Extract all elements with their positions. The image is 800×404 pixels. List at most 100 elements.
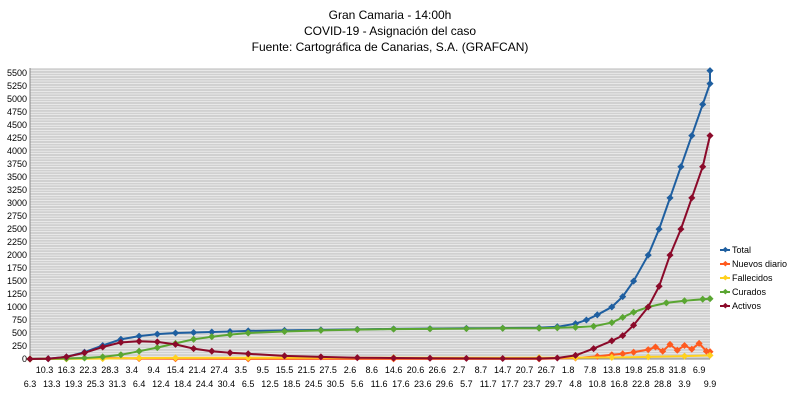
- x-tick-label: 10.8: [589, 379, 607, 389]
- x-tick-label: 22.3: [79, 365, 97, 375]
- data-point: [153, 330, 161, 338]
- x-tick-label: 29.6: [436, 379, 454, 389]
- data-point: [619, 293, 627, 301]
- y-tick-label: 3250: [7, 185, 27, 195]
- data-point: [499, 324, 507, 332]
- y-tick-label: 2750: [7, 211, 27, 221]
- data-point: [666, 340, 674, 348]
- data-point: [680, 297, 689, 305]
- y-tick-label: 0: [22, 354, 27, 364]
- data-point: [593, 311, 601, 319]
- data-point: [699, 295, 707, 303]
- data-point: [706, 67, 714, 75]
- x-tick-label: 23.6: [414, 379, 432, 389]
- x-tick-label: 15.5: [276, 365, 294, 375]
- data-point: [644, 251, 652, 259]
- data-point: [608, 337, 616, 345]
- x-tick-label: 11.7: [480, 379, 497, 389]
- x-tick-label: 14.6: [385, 365, 403, 375]
- data-point: [688, 345, 696, 353]
- data-point: [135, 337, 143, 345]
- data-point: [135, 332, 143, 340]
- y-tick-label: 5000: [7, 94, 27, 104]
- y-tick-label: 750: [12, 315, 27, 325]
- data-point: [244, 329, 252, 337]
- x-tick-label: 31.3: [109, 379, 127, 389]
- x-tick-label: 28.8: [654, 379, 672, 389]
- x-tick-label: 28.3: [101, 365, 119, 375]
- data-point: [226, 331, 234, 339]
- data-point: [208, 347, 216, 355]
- x-tick-label: 11.6: [371, 379, 388, 389]
- data-point: [619, 332, 627, 340]
- x-tick-label: 9.4: [147, 365, 160, 375]
- data-point: [390, 325, 398, 333]
- y-tick-label: 2500: [7, 224, 27, 234]
- data-point: [553, 324, 561, 332]
- x-tick-label: 9.5: [256, 365, 269, 375]
- x-tick-label: 27.5: [319, 365, 337, 375]
- data-point: [651, 343, 660, 351]
- x-tick-label: 24.5: [305, 379, 323, 389]
- data-point: [582, 316, 590, 324]
- x-tick-label: 13.3: [43, 379, 61, 389]
- data-point: [630, 321, 638, 329]
- data-point: [80, 354, 89, 362]
- data-point: [619, 313, 627, 321]
- data-point: [135, 347, 143, 355]
- data-point: [99, 343, 107, 351]
- x-tick-label: 19.8: [625, 365, 643, 375]
- y-tick-label: 3500: [7, 172, 27, 182]
- data-point: [677, 163, 685, 171]
- x-tick-label: 16.8: [610, 379, 628, 389]
- data-point: [706, 132, 714, 140]
- x-tick-label: 18.4: [174, 379, 192, 389]
- x-tick-label: 30.4: [218, 379, 236, 389]
- data-point: [699, 163, 707, 171]
- legend-entry: Activos: [732, 301, 762, 311]
- x-tick-label: 17.7: [501, 379, 519, 389]
- y-tick-label: 3000: [7, 198, 27, 208]
- legend-entry: Curados: [732, 287, 767, 297]
- data-point: [644, 353, 652, 361]
- data-point: [426, 325, 434, 333]
- data-point: [462, 354, 470, 362]
- data-point: [535, 354, 543, 363]
- data-point: [673, 346, 681, 354]
- data-point: [190, 335, 198, 343]
- data-point: [699, 100, 707, 108]
- y-tick-label: 4750: [7, 107, 27, 117]
- data-point: [659, 347, 667, 355]
- data-point: [680, 352, 689, 360]
- data-point: [390, 354, 398, 362]
- x-tick-label: 23.7: [523, 379, 541, 389]
- data-point: [190, 328, 198, 337]
- data-point: [244, 354, 252, 362]
- y-tick-label: 2000: [7, 250, 27, 260]
- x-tick-label: 3.4: [126, 365, 139, 375]
- data-point: [619, 350, 627, 358]
- x-tick-label: 30.5: [327, 379, 345, 389]
- data-point: [353, 354, 361, 362]
- data-point: [244, 350, 252, 358]
- data-point: [666, 251, 674, 259]
- data-point: [571, 323, 580, 331]
- data-point: [706, 351, 714, 359]
- x-tick-label: 8.7: [475, 365, 488, 375]
- data-point: [26, 355, 34, 363]
- y-tick-label: 500: [12, 328, 27, 338]
- x-tick-label: 19.3: [65, 379, 83, 389]
- data-point: [190, 345, 198, 353]
- x-tick-label: 20.6: [407, 365, 425, 375]
- data-point: [117, 351, 125, 359]
- data-point: [317, 353, 325, 361]
- y-tick-label: 5500: [7, 68, 27, 78]
- legend-marker: [722, 260, 729, 267]
- data-point: [688, 194, 696, 202]
- data-point: [353, 326, 361, 334]
- data-point: [590, 322, 598, 330]
- x-tick-label: 20.7: [516, 365, 534, 375]
- x-tick-label: 31.8: [669, 365, 687, 375]
- y-tick-label: 4000: [7, 146, 27, 156]
